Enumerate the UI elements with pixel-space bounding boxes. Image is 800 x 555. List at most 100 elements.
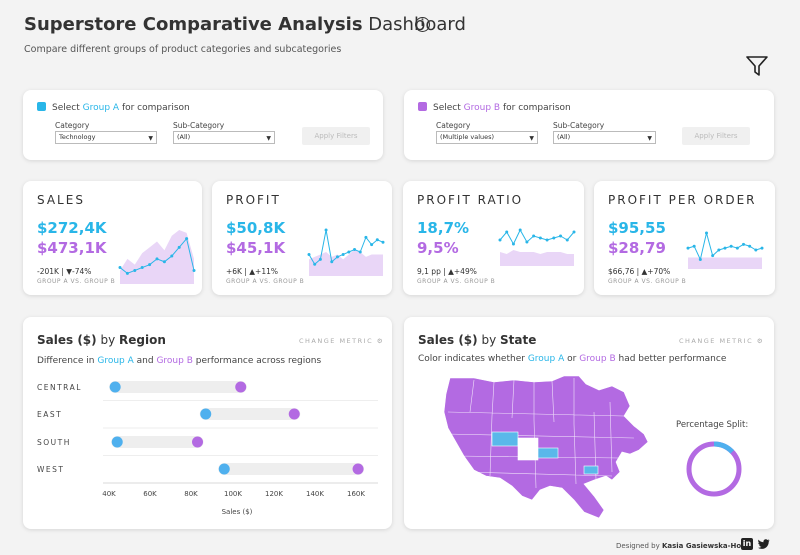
sparkline-area-group-b	[120, 230, 194, 284]
sparkline-line-group-a	[308, 229, 384, 265]
chevron-down-icon: ▼	[529, 135, 534, 142]
category-select[interactable]: Technology ▼	[55, 131, 157, 144]
region-panel-subtitle: Difference in Group A and Group B perfor…	[37, 356, 322, 366]
kpi-card-profit-ratio: PROFIT RATIO 18,7% 9,5% 9,1 pp | ▲+49% G…	[403, 181, 584, 295]
kpi-value-b: $28,79	[608, 239, 666, 257]
sparkline	[686, 231, 764, 269]
sparkline-point	[307, 252, 311, 256]
x-axis-tick: 120K	[265, 490, 283, 498]
sparkline-point	[192, 268, 196, 272]
change-metric-button[interactable]: CHANGE METRIC ⚙	[299, 337, 385, 345]
chevron-down-icon: ▼	[148, 135, 153, 142]
group-a-point	[200, 408, 212, 420]
linkedin-icon[interactable]: in	[741, 538, 753, 550]
sparkline-point	[723, 246, 727, 250]
category-label: Category	[55, 121, 90, 130]
region-label: WEST	[37, 465, 65, 474]
kpi-value-a: $95,55	[608, 219, 666, 237]
sparkline-point	[375, 238, 379, 242]
sparkline-point	[717, 248, 721, 252]
sparkline-area-group-b	[500, 250, 574, 266]
state-shape[interactable]	[583, 465, 599, 475]
kpi-card-profit-per-order: PROFIT PER ORDER $95,55 $28,79 $66,76 | …	[594, 181, 775, 295]
twitter-icon[interactable]	[758, 538, 770, 550]
x-axis-tick: 160K	[347, 490, 365, 498]
subcategory-select[interactable]: (All) ▼	[173, 131, 275, 144]
title-bold: Superstore Comparative Analysis	[24, 14, 363, 35]
group-a-selector: Select Group A for comparison Category T…	[23, 90, 383, 160]
state-map[interactable]	[434, 372, 664, 522]
state-shape[interactable]	[537, 447, 559, 459]
kpi-difference: 9,1 pp | ▲+49%	[417, 267, 477, 276]
region-panel: Sales ($) by Region CHANGE METRIC ⚙ Diff…	[23, 317, 392, 529]
sparkline-point	[353, 248, 357, 252]
sparkline	[498, 228, 576, 266]
group-b-point	[352, 463, 364, 475]
state-shape[interactable]	[517, 437, 539, 461]
gear-icon: ⚙	[756, 337, 765, 345]
sparkline-point	[572, 230, 576, 234]
subcategory-select[interactable]: (All) ▼	[553, 131, 656, 144]
sparkline-point	[511, 242, 515, 246]
sparkline-area-group-b	[688, 257, 762, 269]
sparkline-point	[552, 236, 556, 240]
info-icon[interactable]: i	[415, 17, 430, 32]
x-axis-tick: 60K	[143, 490, 157, 498]
sparkline-point	[162, 260, 166, 264]
sparkline-point	[711, 254, 715, 258]
sparkline-point	[538, 236, 542, 240]
sparkline-point	[760, 246, 764, 250]
sparkline-point	[118, 266, 122, 270]
sparkline-point	[742, 242, 745, 246]
state-shape[interactable]	[491, 431, 519, 447]
sparkline-point	[565, 238, 569, 242]
funnel-icon[interactable]	[746, 55, 768, 77]
region-label: EAST	[37, 410, 63, 419]
group-b-point	[288, 408, 300, 420]
sparkline-point	[559, 234, 563, 238]
kpi-card-profit: PROFIT $50,8K $45,1K +6K | ▲+11% GROUP A…	[212, 181, 392, 295]
kpi-comparison-label: GROUP A VS. GROUP B	[417, 278, 496, 285]
region-label: CENTRAL	[37, 383, 82, 392]
x-axis-tick: 140K	[306, 490, 324, 498]
apply-filters-button[interactable]: Apply Filters	[682, 127, 750, 145]
sparkline-point	[698, 257, 702, 261]
sparkline-point	[341, 252, 345, 256]
sparkline-point	[347, 250, 351, 254]
donut-group-a	[713, 441, 735, 454]
sparkline-point	[381, 240, 385, 244]
chevron-down-icon: ▼	[647, 135, 652, 142]
kpi-comparison-label: GROUP A VS. GROUP B	[226, 278, 305, 285]
kpi-difference: -201K | ▼-74%	[37, 267, 92, 276]
sparkline-point	[133, 268, 137, 272]
kpi-title: PROFIT PER ORDER	[608, 193, 757, 207]
kpi-value-a: 18,7%	[417, 219, 470, 237]
kpi-title: PROFIT	[226, 193, 281, 207]
region-dumbbell-chart	[103, 381, 378, 484]
sparkline-point	[735, 246, 739, 250]
state-panel-subtitle: Color indicates whether Group A or Group…	[418, 354, 727, 364]
sparkline-point	[705, 231, 708, 235]
region-label: SOUTH	[37, 438, 71, 447]
percentage-split-donut	[686, 441, 742, 497]
chevron-down-icon: ▼	[266, 135, 271, 142]
apply-filters-button[interactable]: Apply Filters	[302, 127, 370, 145]
sparkline-point	[170, 254, 174, 258]
sparkline-point	[364, 235, 368, 239]
sparkline-point	[125, 271, 129, 275]
group-b-selector: Select Group B for comparison Category (…	[404, 90, 774, 160]
group-a-point	[111, 436, 123, 448]
sparkline-point	[358, 250, 362, 254]
x-axis-title: Sales ($)	[221, 508, 253, 516]
page-subtitle: Compare different groups of product cate…	[24, 44, 342, 55]
sparkline-point	[313, 262, 317, 266]
sparkline-point	[324, 228, 328, 232]
group-b-swatch	[418, 102, 427, 111]
category-select[interactable]: (Multiple values) ▼	[436, 131, 538, 144]
kpi-title: SALES	[37, 193, 85, 207]
group-a-point	[109, 381, 121, 393]
change-metric-button[interactable]: CHANGE METRIC ⚙	[679, 337, 765, 345]
sparkline-point	[185, 237, 189, 241]
sparkline-point	[318, 257, 322, 261]
sparkline-line-group-a	[499, 228, 575, 246]
